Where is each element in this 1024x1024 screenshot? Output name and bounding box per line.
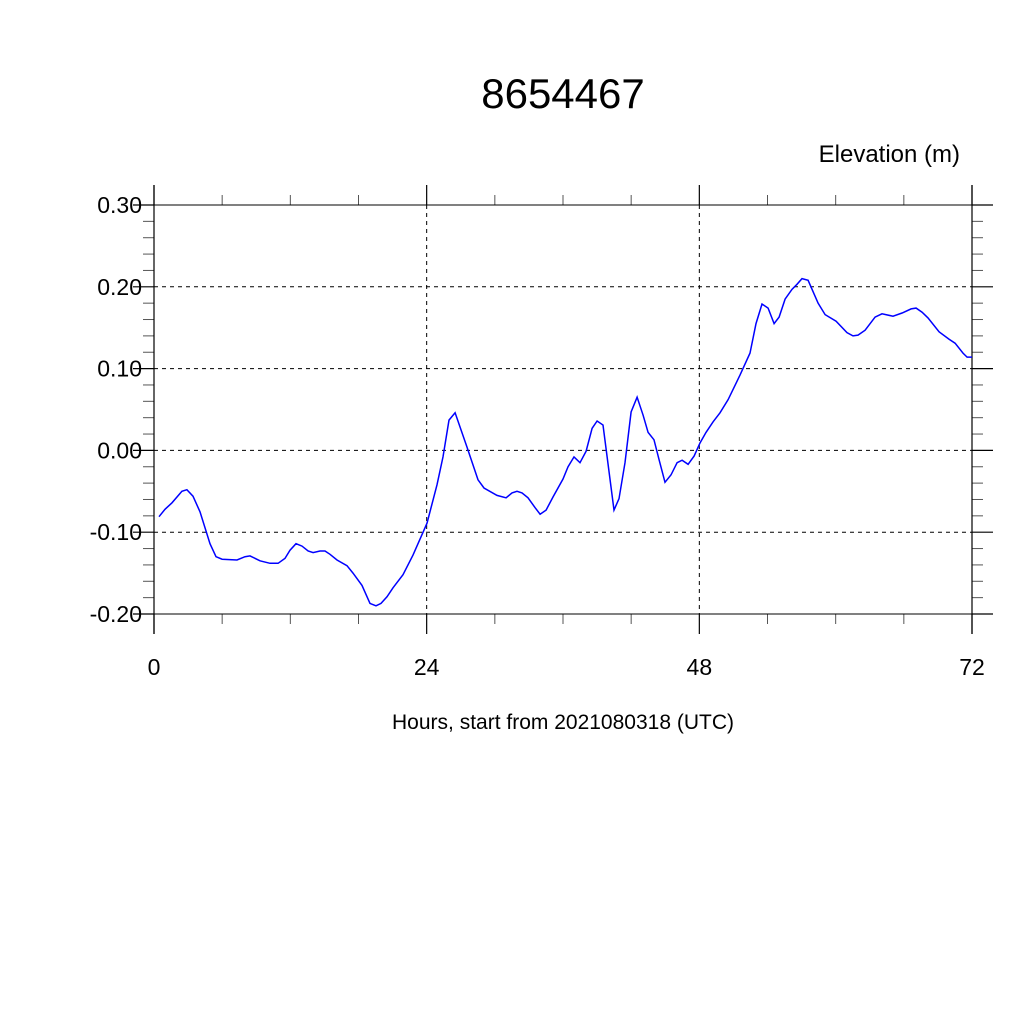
x-tick-label: 0	[148, 654, 161, 680]
elevation-line	[158, 277, 972, 607]
y-tick-label: -0.10	[90, 519, 142, 545]
tick-labels: 0.30 0.20 0.10 0.00 -0.10 -0.20 0 24 48 72	[90, 192, 985, 680]
x-tick-label: 24	[414, 654, 440, 680]
y-tick-label: 0.10	[97, 356, 142, 382]
y-tick-label: -0.20	[90, 601, 142, 627]
y-tick-label: 0.30	[97, 192, 142, 218]
grid-lines	[153, 204, 973, 615]
x-axis-label: Hours, start from 2021080318 (UTC)	[392, 711, 734, 734]
axes	[133, 185, 993, 634]
chart-title: 8654467	[481, 70, 645, 117]
x-tick-label: 72	[959, 654, 985, 680]
y-tick-label: 0.00	[97, 437, 142, 463]
y-axis-label: Elevation (m)	[819, 141, 960, 168]
x-tick-label: 48	[687, 654, 713, 680]
y-tick-label: 0.20	[97, 274, 142, 300]
